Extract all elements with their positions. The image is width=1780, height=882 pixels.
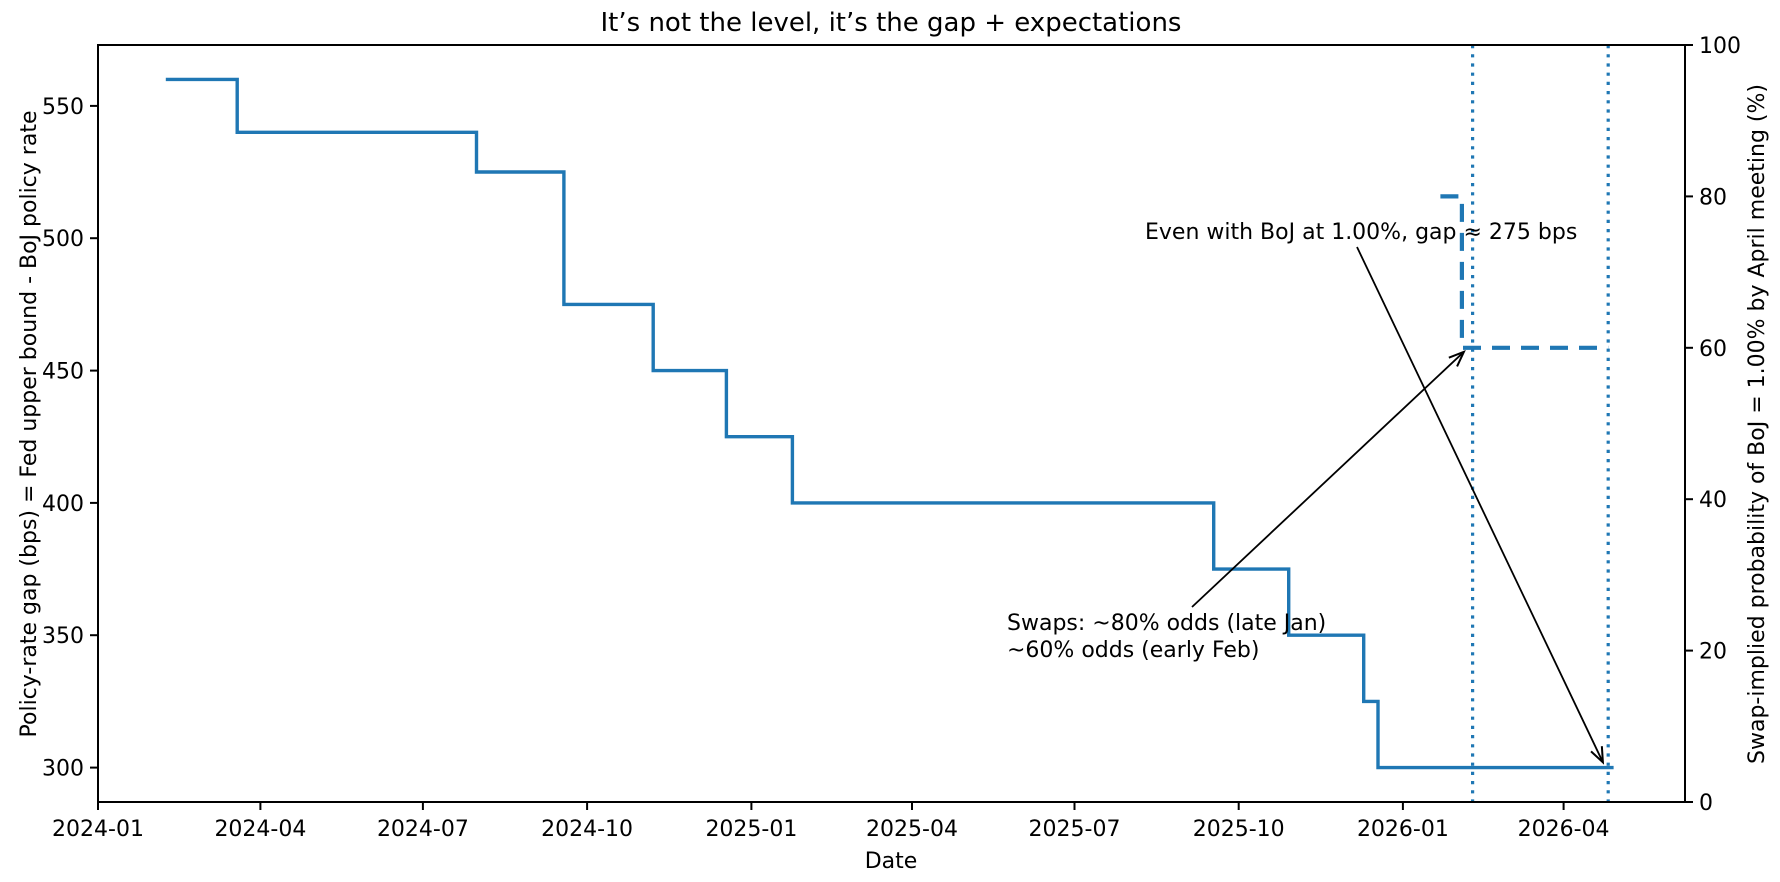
- right-y-tick-label-20: 20: [1699, 640, 1727, 665]
- x-tick-label-2025-10: 2025-10: [1193, 817, 1285, 842]
- right-y-tick-label-60: 60: [1699, 337, 1727, 362]
- right-y-axis-label: Swap-implied probability of BoJ = 1.00% …: [1745, 84, 1770, 764]
- x-tick-label-2024-07: 2024-07: [377, 817, 469, 842]
- annotation-swaps-note-line1: Swaps: ~80% odds (late Jan): [1007, 611, 1326, 636]
- left-y-axis-label: Policy-rate gap (bps) = Fed upper bound …: [17, 111, 42, 738]
- right-y-tick-label-40: 40: [1699, 488, 1727, 513]
- annotation-gap-note: Even with BoJ at 1.00%, gap ≈ 275 bps: [1145, 220, 1577, 245]
- x-tick-label-2024-10: 2024-10: [541, 817, 633, 842]
- gap-note-arrow: [1356, 246, 1605, 765]
- x-tick-label-2026-01: 2026-01: [1357, 817, 1449, 842]
- x-tick-label-2025-01: 2025-01: [705, 817, 797, 842]
- left-y-tick-label-450: 450: [42, 360, 84, 385]
- left-y-tick-label-500: 500: [42, 227, 84, 252]
- tick-labels-layer: 2024-01 2024-04 2024-07 2024-10 2025-01 2025-…: [42, 34, 1741, 842]
- left-y-tick-label-400: 400: [42, 492, 84, 517]
- right-y-tick-label-100: 100: [1699, 34, 1741, 59]
- x-axis-label: Date: [865, 849, 918, 874]
- left-y-tick-label-300: 300: [42, 757, 84, 782]
- right-y-tick-label-0: 0: [1699, 791, 1713, 816]
- probability-dashed-line: [1440, 194, 1609, 350]
- series-layer: [165, 77, 1614, 770]
- x-tick-label-2025-04: 2025-04: [866, 817, 958, 842]
- gap-step-line: [165, 77, 1614, 770]
- left-y-tick-label-350: 350: [42, 624, 84, 649]
- x-tick-label-2026-04: 2026-04: [1518, 817, 1610, 842]
- x-tick-label-2024-04: 2024-04: [214, 817, 306, 842]
- annotation-arrows-layer: [1191, 246, 1605, 765]
- left-y-tick-label-550: 550: [42, 95, 84, 120]
- x-tick-label-2024-01: 2024-01: [52, 817, 144, 842]
- x-tick-label-2025-07: 2025-07: [1029, 817, 1121, 842]
- axes-frame-layer: [90, 44, 1693, 810]
- swaps-note-arrow: [1191, 349, 1466, 608]
- right-y-tick-label-80: 80: [1699, 185, 1727, 210]
- plot-frame: [97, 44, 1686, 803]
- chart-title: It’s not the level, it’s the gap + expec…: [601, 8, 1182, 38]
- vlines-layer: [1470, 45, 1610, 802]
- annotation-swaps-note-line2: ~60% odds (early Feb): [1007, 638, 1259, 663]
